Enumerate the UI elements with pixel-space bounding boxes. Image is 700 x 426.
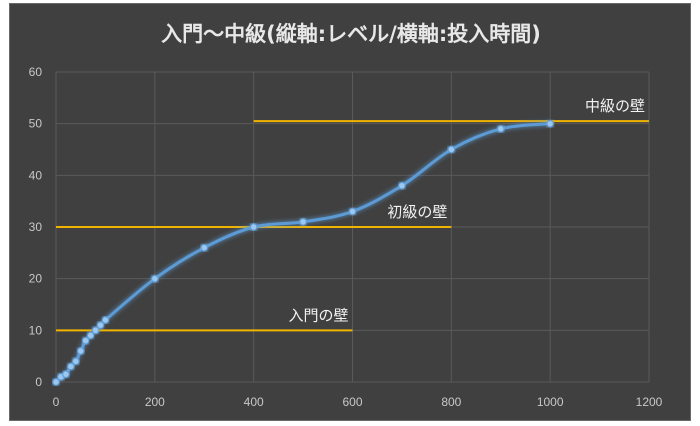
y-tick-label: 10: [29, 323, 43, 337]
y-tick-label: 60: [29, 65, 43, 79]
data-point: [91, 326, 100, 335]
data-point: [96, 321, 105, 329]
data-point: [348, 207, 357, 216]
reference-line-label: 入門の壁: [288, 306, 348, 324]
reference-line-label: 初級の壁: [387, 203, 447, 221]
data-point: [249, 223, 258, 231]
reference-line-label: 中級の壁: [585, 97, 645, 115]
y-tick-label: 30: [29, 220, 43, 234]
data-point: [497, 125, 505, 133]
y-tick-label: 50: [29, 117, 43, 131]
y-tick-label: 0: [35, 375, 42, 389]
data-point: [101, 316, 110, 324]
data-point: [447, 145, 456, 154]
data-point: [67, 362, 75, 371]
data-point: [398, 181, 406, 190]
data-point: [81, 336, 90, 345]
x-tick-label: 1200: [636, 395, 663, 409]
data-point: [62, 370, 70, 378]
y-tick-label: 20: [29, 272, 43, 286]
y-tick-label: 40: [29, 168, 43, 182]
data-point: [546, 119, 554, 128]
data-point: [151, 274, 159, 283]
chart-area: 入門〜中級(縦軸:レベル/横軸:投入時間) 入門の壁 初級の壁 中級の壁 0 10 20 3…: [9, 3, 691, 421]
data-point: [72, 357, 80, 366]
x-tick-label: 1000: [537, 395, 564, 409]
data-point: [86, 331, 95, 340]
data-point: [200, 243, 208, 252]
chart-title: 入門〜中級(縦軸:レベル/横軸:投入時間): [161, 22, 541, 46]
data-point: [52, 378, 60, 386]
x-tick-label: 800: [441, 395, 461, 409]
x-tick-label: 400: [244, 395, 264, 409]
x-tick-label: 600: [342, 395, 362, 409]
x-tick-label: 200: [145, 395, 165, 409]
data-point: [299, 218, 307, 226]
series-line: [54, 122, 551, 384]
x-tick-label: 0: [53, 395, 60, 409]
data-point: [77, 347, 85, 355]
